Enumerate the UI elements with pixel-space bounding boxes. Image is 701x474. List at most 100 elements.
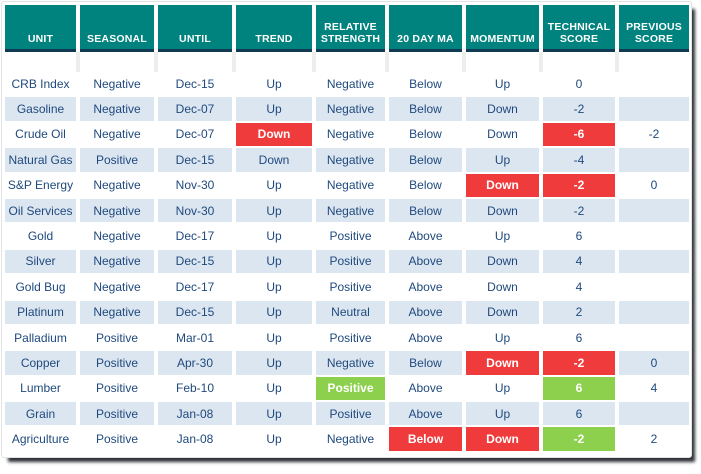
cell-copper-seasonal[interactable]: Positive (80, 351, 154, 375)
cell-crude-oil-seasonal[interactable]: Negative (80, 122, 154, 147)
cell-copper-trend[interactable]: Up (236, 351, 312, 375)
row-label-gold-bug[interactable]: Gold Bug (5, 275, 76, 299)
cell-gold-20-day-ma[interactable]: Above (389, 224, 462, 248)
cell-gold-bug-momentum[interactable]: Down (466, 275, 539, 299)
cell-palladium-momentum[interactable]: Up (466, 325, 539, 350)
row-label-crude-oil[interactable]: Crude Oil (5, 122, 76, 147)
cell-silver-technical-score[interactable]: 4 (543, 249, 615, 274)
cell-natural-gas-technical-score[interactable]: -4 (543, 148, 615, 172)
cell-oil-services-relative-strength[interactable]: Negative (316, 198, 385, 223)
cell-natural-gas-momentum[interactable]: Up (466, 148, 539, 172)
cell-lumber-20-day-ma[interactable]: Above (389, 376, 462, 401)
cell-gasoline-relative-strength[interactable]: Negative (316, 97, 385, 121)
row-label-lumber[interactable]: Lumber (5, 376, 76, 401)
cell-agriculture-seasonal[interactable]: Positive (80, 427, 154, 451)
cell-crb-index-relative-strength[interactable]: Negative (316, 72, 385, 96)
cell-gasoline-trend[interactable]: Up (236, 97, 312, 121)
cell-crude-oil-relative-strength[interactable]: Negative (316, 122, 385, 147)
cell-palladium-until[interactable]: Mar-01 (158, 325, 232, 350)
cell-grain-previous-score[interactable] (619, 402, 689, 426)
cell-gold-trend[interactable]: Up (236, 224, 312, 248)
cell-agriculture-trend[interactable]: Up (236, 427, 312, 451)
header-cell-unit[interactable]: UNIT (5, 5, 76, 52)
cell-silver-until[interactable]: Dec-15 (158, 249, 232, 274)
cell-gold-previous-score[interactable] (619, 224, 689, 248)
cell-agriculture-momentum[interactable]: Down (466, 427, 539, 451)
cell-palladium-20-day-ma[interactable]: Above (389, 325, 462, 350)
cell-gold-bug-seasonal[interactable]: Negative (80, 275, 154, 299)
header-cell-until[interactable]: UNTIL (158, 5, 232, 52)
cell-gold-bug-previous-score[interactable] (619, 275, 689, 299)
cell-gasoline-previous-score[interactable] (619, 97, 689, 121)
cell-lumber-trend[interactable]: Up (236, 376, 312, 401)
header-cell-relative-strength[interactable]: RELATIVE STRENGTH (316, 5, 385, 52)
cell-platinum-until[interactable]: Dec-15 (158, 300, 232, 324)
cell-s-p-energy-momentum[interactable]: Down (466, 173, 539, 197)
cell-copper-until[interactable]: Apr-30 (158, 351, 232, 375)
cell-s-p-energy-seasonal[interactable]: Negative (80, 173, 154, 197)
cell-gold-momentum[interactable]: Up (466, 224, 539, 248)
cell-grain-relative-strength[interactable]: Positive (316, 402, 385, 426)
cell-platinum-momentum[interactable]: Down (466, 300, 539, 324)
cell-oil-services-technical-score[interactable]: -2 (543, 198, 615, 223)
cell-gasoline-until[interactable]: Dec-07 (158, 97, 232, 121)
row-label-palladium[interactable]: Palladium (5, 325, 76, 350)
cell-palladium-previous-score[interactable] (619, 325, 689, 350)
cell-palladium-seasonal[interactable]: Positive (80, 325, 154, 350)
cell-grain-until[interactable]: Jan-08 (158, 402, 232, 426)
cell-lumber-seasonal[interactable]: Positive (80, 376, 154, 401)
cell-grain-momentum[interactable]: Up (466, 402, 539, 426)
cell-s-p-energy-trend[interactable]: Up (236, 173, 312, 197)
cell-platinum-relative-strength[interactable]: Neutral (316, 300, 385, 324)
cell-s-p-energy-technical-score[interactable]: -2 (543, 173, 615, 197)
cell-s-p-energy-until[interactable]: Nov-30 (158, 173, 232, 197)
cell-gold-seasonal[interactable]: Negative (80, 224, 154, 248)
cell-lumber-until[interactable]: Feb-10 (158, 376, 232, 401)
cell-crb-index-trend[interactable]: Up (236, 72, 312, 96)
cell-gold-until[interactable]: Dec-17 (158, 224, 232, 248)
header-cell-trend[interactable]: TREND (236, 5, 312, 52)
row-label-platinum[interactable]: Platinum (5, 300, 76, 324)
row-label-copper[interactable]: Copper (5, 351, 76, 375)
cell-agriculture-technical-score[interactable]: -2 (543, 427, 615, 451)
cell-copper-technical-score[interactable]: -2 (543, 351, 615, 375)
cell-agriculture-20-day-ma[interactable]: Below (389, 427, 462, 451)
cell-copper-previous-score[interactable]: 0 (619, 351, 689, 375)
cell-silver-previous-score[interactable] (619, 249, 689, 274)
row-label-silver[interactable]: Silver (5, 249, 76, 274)
cell-oil-services-trend[interactable]: Up (236, 198, 312, 223)
cell-lumber-technical-score[interactable]: 6 (543, 376, 615, 401)
cell-crb-index-momentum[interactable]: Up (466, 72, 539, 96)
row-label-gasoline[interactable]: Gasoline (5, 97, 76, 121)
cell-gold-bug-relative-strength[interactable]: Positive (316, 275, 385, 299)
cell-gasoline-20-day-ma[interactable]: Below (389, 97, 462, 121)
cell-gasoline-technical-score[interactable]: -2 (543, 97, 615, 121)
header-cell-20-day-ma[interactable]: 20 DAY MA (389, 5, 462, 52)
cell-lumber-momentum[interactable]: Up (466, 376, 539, 401)
cell-oil-services-until[interactable]: Nov-30 (158, 198, 232, 223)
cell-natural-gas-previous-score[interactable] (619, 148, 689, 172)
cell-platinum-20-day-ma[interactable]: Above (389, 300, 462, 324)
cell-natural-gas-trend[interactable]: Down (236, 148, 312, 172)
row-label-oil-services[interactable]: Oil Services (5, 198, 76, 223)
header-cell-momentum[interactable]: MOMENTUM (466, 5, 539, 52)
cell-lumber-relative-strength[interactable]: Positive (316, 376, 385, 401)
row-label-s-p-energy[interactable]: S&P Energy (5, 173, 76, 197)
cell-agriculture-until[interactable]: Jan-08 (158, 427, 232, 451)
cell-platinum-previous-score[interactable] (619, 300, 689, 324)
cell-agriculture-previous-score[interactable]: 2 (619, 427, 689, 451)
row-label-grain[interactable]: Grain (5, 402, 76, 426)
cell-silver-relative-strength[interactable]: Positive (316, 249, 385, 274)
cell-crb-index-seasonal[interactable]: Negative (80, 72, 154, 96)
cell-gold-bug-trend[interactable]: Up (236, 275, 312, 299)
cell-lumber-previous-score[interactable]: 4 (619, 376, 689, 401)
cell-grain-trend[interactable]: Up (236, 402, 312, 426)
cell-crude-oil-until[interactable]: Dec-07 (158, 122, 232, 147)
cell-silver-20-day-ma[interactable]: Above (389, 249, 462, 274)
cell-gold-bug-until[interactable]: Dec-17 (158, 275, 232, 299)
cell-oil-services-previous-score[interactable] (619, 198, 689, 223)
row-label-agriculture[interactable]: Agriculture (5, 427, 76, 451)
cell-palladium-trend[interactable]: Up (236, 325, 312, 350)
cell-platinum-technical-score[interactable]: 2 (543, 300, 615, 324)
cell-silver-trend[interactable]: Up (236, 249, 312, 274)
